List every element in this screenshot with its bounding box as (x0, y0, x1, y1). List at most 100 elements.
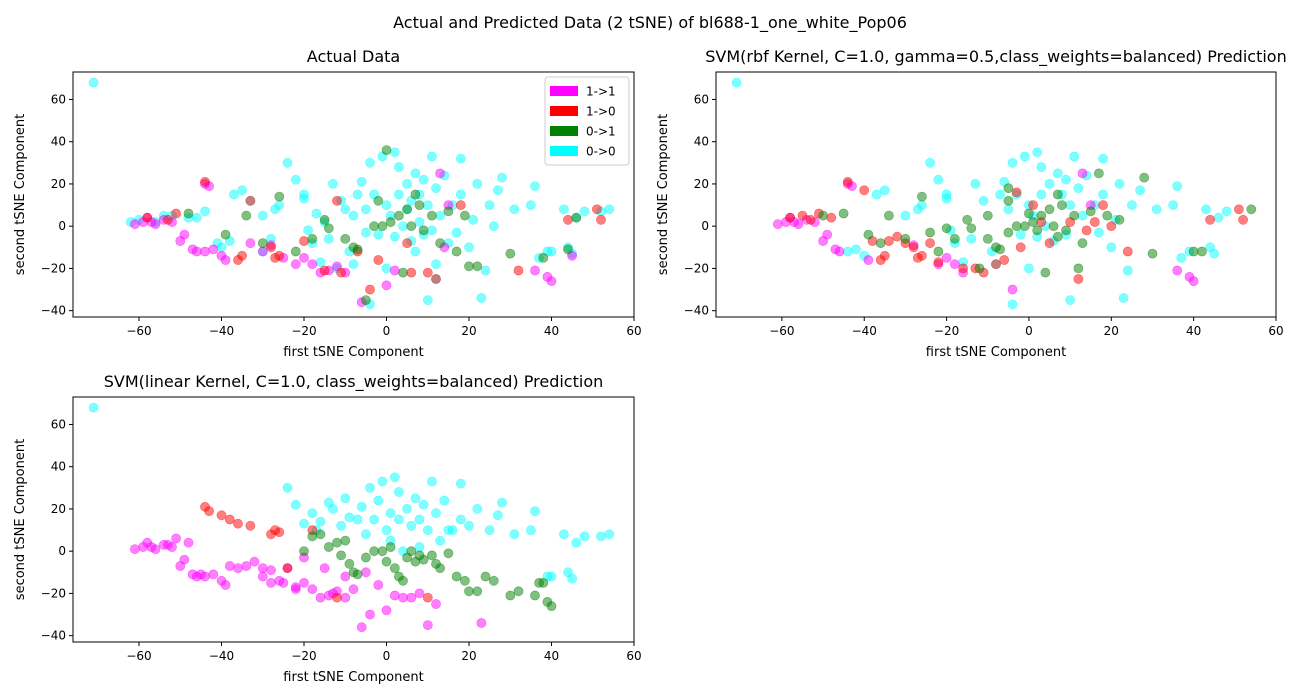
point-0-to-0 (488, 221, 499, 232)
x-tick-label: 0 (1025, 324, 1033, 338)
point-1-to-1 (793, 219, 804, 229)
point-1-to-1 (949, 259, 960, 270)
point-0-to-1 (459, 575, 470, 586)
point-0-to-0 (389, 147, 400, 158)
x-tick-label: 20 (461, 324, 476, 338)
point-0-to-1 (1003, 195, 1014, 206)
point-0-to-0 (200, 206, 210, 217)
point-0-to-1 (995, 244, 1005, 255)
point-0-to-0 (925, 157, 935, 168)
point-0-to-1 (373, 195, 384, 206)
y-tick-label: 60 (694, 92, 709, 106)
point-0-to-1 (838, 208, 849, 219)
point-1-to-0 (455, 200, 466, 210)
point-0-to-0 (1122, 265, 1133, 276)
axes-frame (715, 71, 1277, 318)
point-0-to-0 (559, 204, 569, 215)
point-1-to-1 (249, 556, 260, 567)
point-1-to-1 (389, 590, 400, 601)
point-0-to-0 (373, 229, 384, 240)
point-0-to-0 (381, 200, 392, 210)
point-0-to-1 (307, 531, 318, 542)
point-1-to-1 (1077, 168, 1088, 179)
point-0-to-1 (426, 550, 437, 561)
point-0-to-0 (340, 493, 351, 504)
point-1-to-0 (1089, 217, 1100, 227)
x-tick-label: 60 (626, 324, 641, 338)
point-0-to-0 (228, 189, 239, 200)
point-0-to-0 (484, 525, 495, 535)
point-0-to-0 (559, 529, 569, 540)
axes-frame (72, 396, 635, 643)
point-1-to-0 (332, 195, 342, 206)
y-axis-label: second tSNE Component (656, 114, 671, 275)
point-1-to-0 (933, 257, 944, 267)
point-0-to-1 (1077, 238, 1088, 248)
plot-title: Actual Data (307, 47, 400, 66)
x-axis-label: first tSNE Component (283, 670, 423, 685)
point-1-to-0 (797, 210, 808, 221)
point-1-to-1 (245, 238, 256, 248)
point-0-to-1 (323, 223, 334, 234)
point-0-to-1 (863, 229, 874, 240)
point-0-to-1 (290, 246, 301, 257)
point-1-to-1 (340, 592, 351, 603)
point-0-to-0 (431, 259, 441, 270)
point-0-to-1 (340, 535, 351, 546)
point-0-to-0 (410, 246, 421, 257)
point-0-to-0 (348, 259, 359, 270)
point-1-to-1 (398, 592, 408, 603)
point-0-to-1 (1061, 225, 1071, 236)
point-0-to-0 (871, 189, 882, 200)
point-1-to-1 (315, 592, 326, 603)
point-0-to-0 (1127, 200, 1137, 210)
point-0-to-1 (917, 191, 927, 202)
x-axis-label: first tSNE Component (283, 345, 423, 360)
point-0-to-1 (884, 210, 894, 221)
point-0-to-0 (290, 174, 301, 185)
point-0-to-0 (497, 497, 507, 508)
point-0-to-0 (381, 263, 392, 274)
point-0-to-1 (1094, 168, 1104, 179)
point-1-to-1 (129, 544, 140, 554)
point-0-to-0 (1073, 183, 1084, 194)
point-0-to-0 (455, 153, 466, 164)
point-0-to-1 (941, 223, 952, 234)
point-1-to-1 (129, 219, 140, 229)
x-tick-label: 60 (1268, 324, 1283, 338)
point-1-to-1 (257, 246, 268, 257)
actual-data-plot: Actual Data −60 −40 −20 0 20 40 60 −40 −20 0 20 40 60… (13, 47, 642, 360)
point-0-to-0 (282, 482, 293, 493)
point-1-to-0 (1073, 274, 1084, 284)
point-0-to-1 (1052, 231, 1063, 242)
y-tick-label: 40 (694, 135, 709, 149)
point-0-to-0 (422, 200, 433, 210)
point-0-to-0 (604, 529, 615, 540)
point-0-to-0 (303, 225, 313, 236)
point-0-to-0 (596, 531, 606, 542)
point-0-to-0 (1114, 178, 1125, 189)
point-0-to-0 (571, 537, 582, 548)
point-0-to-0 (530, 181, 540, 191)
point-0-to-0 (216, 242, 227, 253)
point-1-to-1 (150, 219, 161, 229)
point-1-to-1 (233, 563, 243, 573)
point-0-to-0 (426, 225, 437, 236)
point-0-to-0 (389, 231, 400, 242)
point-0-to-0 (1168, 200, 1178, 210)
point-1-to-1 (476, 618, 487, 628)
point-0-to-1 (530, 590, 540, 601)
point-0-to-1 (974, 263, 985, 274)
point-0-to-0 (966, 233, 977, 244)
point-1-to-1 (381, 605, 392, 616)
point-0-to-0 (299, 189, 309, 200)
point-1-to-1 (208, 244, 219, 255)
point-0-to-0 (410, 493, 421, 504)
point-0-to-1 (406, 221, 417, 232)
point-0-to-0 (422, 295, 433, 305)
y-tick-label: −40 (41, 304, 66, 318)
point-0-to-0 (88, 77, 99, 88)
point-1-to-1 (365, 609, 375, 620)
point-1-to-1 (319, 563, 330, 573)
point-0-to-0 (402, 503, 412, 514)
